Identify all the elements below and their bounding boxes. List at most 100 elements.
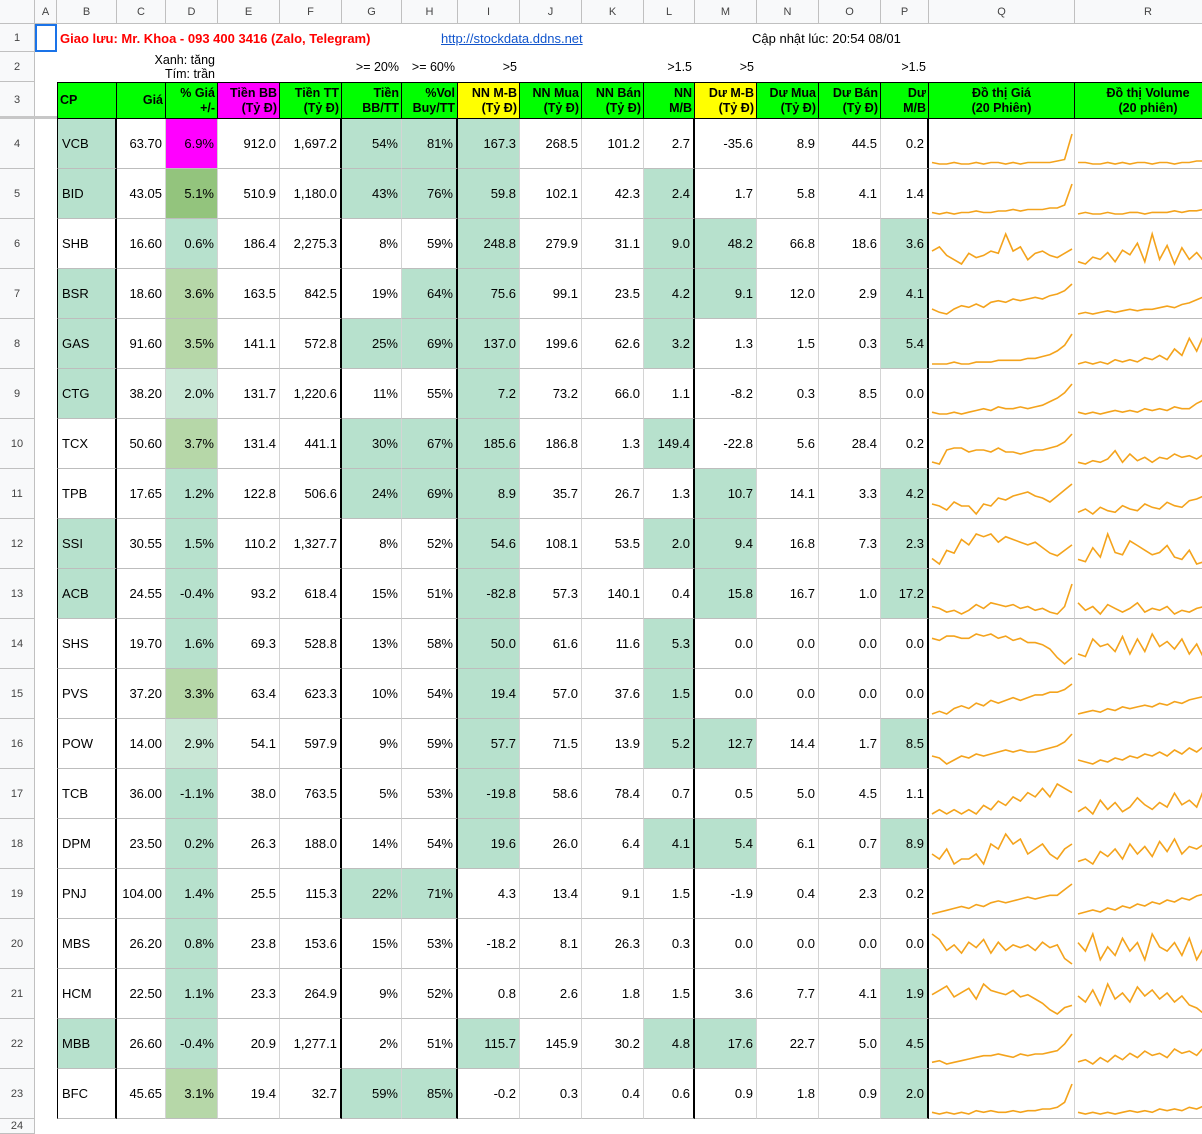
cell-bbtt[interactable]: 15% — [342, 569, 402, 619]
cell-nnmua[interactable]: 99.1 — [520, 269, 582, 319]
cell-dumb[interactable]: -22.8 — [695, 419, 757, 469]
cell-nnban[interactable]: 1.8 — [582, 969, 644, 1019]
cell-nnmb[interactable]: 4.3 — [458, 869, 520, 919]
cell-gia[interactable]: 91.60 — [117, 319, 166, 369]
cell-nnban[interactable]: 26.7 — [582, 469, 644, 519]
cell-pct[interactable]: 1.5% — [166, 519, 218, 569]
cell-dumua[interactable]: 22.7 — [757, 1019, 819, 1069]
header-nn-mua[interactable]: NN Mua (Tỷ Đ) — [520, 82, 582, 119]
cell-tt[interactable]: 2,275.3 — [280, 219, 342, 269]
cell-duratio[interactable]: 2.0 — [881, 1069, 929, 1119]
cell-duban[interactable]: 4.5 — [819, 769, 881, 819]
cell-nnmua[interactable]: 35.7 — [520, 469, 582, 519]
cell-duratio[interactable]: 1.1 — [881, 769, 929, 819]
cell-gia[interactable]: 23.50 — [117, 819, 166, 869]
cell-dumua[interactable]: 5.8 — [757, 169, 819, 219]
cell-bbtt[interactable]: 8% — [342, 219, 402, 269]
cell-pct[interactable]: 3.7% — [166, 419, 218, 469]
cell-bbtt[interactable]: 9% — [342, 719, 402, 769]
cell-nnratio[interactable]: 0.3 — [644, 919, 695, 969]
cell-vol[interactable]: 69% — [402, 469, 458, 519]
cell-dumua[interactable]: 0.3 — [757, 369, 819, 419]
cell-dumb[interactable]: 9.4 — [695, 519, 757, 569]
cell-duban[interactable]: 0.0 — [819, 919, 881, 969]
row-header-21[interactable]: 21 — [0, 969, 35, 1019]
row-header-8[interactable]: 8 — [0, 319, 35, 369]
cell-duban[interactable]: 0.3 — [819, 319, 881, 369]
cell-bb[interactable]: 912.0 — [218, 119, 280, 169]
cell-bb[interactable]: 69.3 — [218, 619, 280, 669]
cell-bb[interactable]: 54.1 — [218, 719, 280, 769]
cell-tt[interactable]: 32.7 — [280, 1069, 342, 1119]
cell-pct[interactable]: 0.2% — [166, 819, 218, 869]
column-header-n[interactable]: N — [757, 0, 819, 24]
cell-tt[interactable]: 441.1 — [280, 419, 342, 469]
cell-nnmb[interactable]: 185.6 — [458, 419, 520, 469]
ticker-cell[interactable]: TCB — [57, 769, 117, 819]
cell-duban[interactable]: 0.0 — [819, 669, 881, 719]
ticker-cell[interactable]: TCX — [57, 419, 117, 469]
row-header-13[interactable]: 13 — [0, 569, 35, 619]
cell-nnratio[interactable]: 1.5 — [644, 869, 695, 919]
cell-nnmb[interactable]: 115.7 — [458, 1019, 520, 1069]
row-header-22[interactable]: 22 — [0, 1019, 35, 1069]
cell-bbtt[interactable]: 14% — [342, 819, 402, 869]
row-header-3[interactable]: 3 — [0, 82, 35, 119]
row-header-14[interactable]: 14 — [0, 619, 35, 669]
stockdata-link[interactable]: http://stockdata.ddns.net — [441, 30, 583, 46]
ticker-cell[interactable]: BFC — [57, 1069, 117, 1119]
cell-duban[interactable]: 2.9 — [819, 269, 881, 319]
cell-dumb[interactable]: 15.8 — [695, 569, 757, 619]
row-header-6[interactable]: 6 — [0, 219, 35, 269]
cell-nnban[interactable]: 66.0 — [582, 369, 644, 419]
ticker-cell[interactable]: HCM — [57, 969, 117, 1019]
cell-gia[interactable]: 37.20 — [117, 669, 166, 719]
cell-gia[interactable]: 38.20 — [117, 369, 166, 419]
cell-nnratio[interactable]: 0.7 — [644, 769, 695, 819]
cell-dumb[interactable]: 48.2 — [695, 219, 757, 269]
cell-vol[interactable]: 59% — [402, 219, 458, 269]
cell-nnmb[interactable]: 7.2 — [458, 369, 520, 419]
cell-pct[interactable]: 2.9% — [166, 719, 218, 769]
cell-dumua[interactable]: 5.0 — [757, 769, 819, 819]
cell-dumua[interactable]: 6.1 — [757, 819, 819, 869]
cell-vol[interactable]: 51% — [402, 1019, 458, 1069]
cell-bbtt[interactable]: 11% — [342, 369, 402, 419]
cell-nnmb[interactable]: 59.8 — [458, 169, 520, 219]
cell-gia[interactable]: 24.55 — [117, 569, 166, 619]
cell-nnban[interactable]: 37.6 — [582, 669, 644, 719]
cell-pct[interactable]: 0.6% — [166, 219, 218, 269]
cell-nnratio[interactable]: 4.1 — [644, 819, 695, 869]
cell-vol[interactable]: 71% — [402, 869, 458, 919]
cell-bb[interactable]: 186.4 — [218, 219, 280, 269]
cell-tt[interactable]: 842.5 — [280, 269, 342, 319]
header-cp[interactable]: CP — [57, 82, 117, 119]
cell-gia[interactable]: 50.60 — [117, 419, 166, 469]
cell-duban[interactable]: 0.7 — [819, 819, 881, 869]
cell-nnmua[interactable]: 58.6 — [520, 769, 582, 819]
cell-bbtt[interactable]: 25% — [342, 319, 402, 369]
cell-nnratio[interactable]: 5.3 — [644, 619, 695, 669]
cell-gia[interactable]: 16.60 — [117, 219, 166, 269]
cell-tt[interactable]: 188.0 — [280, 819, 342, 869]
cell-duban[interactable]: 18.6 — [819, 219, 881, 269]
cell-duban[interactable]: 7.3 — [819, 519, 881, 569]
header-du-mua[interactable]: Dư Mua (Tỷ Đ) — [757, 82, 819, 119]
cell-nnmb[interactable]: 50.0 — [458, 619, 520, 669]
cell-pct[interactable]: 3.5% — [166, 319, 218, 369]
cell-duban[interactable]: 0.0 — [819, 619, 881, 669]
cell-vol[interactable]: 58% — [402, 619, 458, 669]
cell-bb[interactable]: 510.9 — [218, 169, 280, 219]
row-header-1[interactable]: 1 — [0, 24, 35, 52]
cell-nnmua[interactable]: 108.1 — [520, 519, 582, 569]
header-chart-price[interactable]: Đồ thị Giá (20 Phiên) — [929, 82, 1075, 119]
cell-bb[interactable]: 63.4 — [218, 669, 280, 719]
row-header-7[interactable]: 7 — [0, 269, 35, 319]
cell-pct[interactable]: 1.6% — [166, 619, 218, 669]
cell-dumua[interactable]: 7.7 — [757, 969, 819, 1019]
cell-dumua[interactable]: 14.4 — [757, 719, 819, 769]
cell-gia[interactable]: 18.60 — [117, 269, 166, 319]
cell-gia[interactable]: 19.70 — [117, 619, 166, 669]
cell-nnmua[interactable]: 57.3 — [520, 569, 582, 619]
header-nn-mb[interactable]: NN M-B (Tỷ Đ) — [458, 82, 520, 119]
